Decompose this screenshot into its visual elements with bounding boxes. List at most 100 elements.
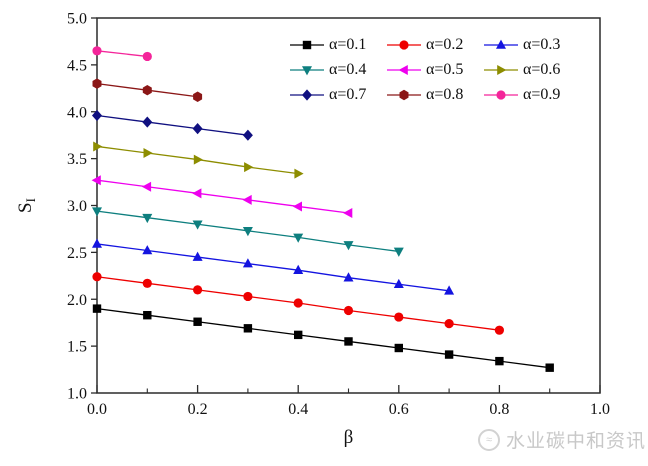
data-point-marker [399, 89, 409, 100]
data-point-marker [242, 258, 253, 268]
data-point-marker [92, 304, 102, 313]
data-point-marker [393, 278, 404, 289]
legend-marker-circle-icon [484, 89, 518, 100]
legend-item: α=0.3 [483, 36, 580, 54]
y-tick-label: 2.5 [67, 245, 87, 262]
legend-marker-triangle-right-icon [484, 64, 518, 75]
data-point-marker [444, 285, 455, 295]
data-point-marker [142, 245, 153, 255]
y-axis-label-subscript: I [23, 198, 38, 202]
data-point-marker [292, 201, 302, 212]
series-line [96, 307, 550, 369]
data-point-marker [141, 181, 152, 192]
data-point-marker [242, 129, 253, 141]
x-tick-label: 0.8 [489, 401, 509, 418]
series-line [96, 243, 450, 292]
data-point-marker [294, 330, 303, 340]
data-point-marker [142, 84, 152, 96]
legend-item: α=0.5 [386, 61, 483, 79]
data-point-marker [92, 238, 102, 248]
data-point-marker [496, 39, 506, 49]
data-point-marker [143, 310, 152, 320]
data-point-marker [193, 285, 203, 295]
legend-item: α=0.6 [483, 61, 580, 79]
y-tick-label: 4.5 [67, 57, 87, 74]
data-point-marker [142, 213, 153, 224]
legend-item: α=0.4 [289, 61, 386, 79]
data-point-marker [192, 251, 203, 261]
data-point-marker [193, 317, 202, 326]
series-2 [92, 272, 504, 335]
y-axis-label-base: S [15, 202, 36, 213]
chart-legend: α=0.1 α=0.2 α=0.3 α=0.4 α=0.5 α=0.6 α=0.7 α=0.8… [289, 32, 580, 107]
data-point-marker [92, 46, 102, 56]
data-point-marker [193, 154, 203, 165]
series-line [96, 50, 148, 58]
data-point-marker [398, 64, 408, 75]
data-point-marker [394, 343, 403, 353]
data-point-marker [293, 298, 303, 308]
y-tick-label: 2.0 [67, 292, 87, 309]
legend-marker-hexagon-icon [387, 89, 421, 100]
data-point-marker [343, 208, 353, 218]
data-point-marker [495, 356, 504, 366]
data-point-marker [244, 162, 254, 173]
legend-marker-diamond-icon [290, 88, 324, 101]
legend-label: α=0.1 [329, 35, 367, 53]
data-point-marker [92, 109, 102, 122]
legend-label: α=0.4 [329, 60, 367, 78]
data-point-marker [444, 350, 454, 359]
data-point-marker [142, 51, 152, 62]
legend-item: α=0.9 [483, 86, 580, 104]
data-point-marker [343, 272, 354, 282]
data-point-marker [293, 233, 304, 243]
data-point-marker [494, 325, 504, 335]
data-point-marker [92, 272, 102, 282]
x-tick-label: 0.0 [87, 401, 107, 418]
legend-label: α=0.9 [523, 85, 561, 103]
series-9 [92, 46, 152, 62]
x-axis-label: β [344, 427, 354, 448]
watermark-text: 水业碳中和资讯 [506, 431, 647, 452]
x-tick-label: 0.4 [288, 401, 308, 418]
legend-item: α=0.8 [386, 86, 483, 104]
series-5 [91, 175, 353, 218]
legend-label: α=0.8 [426, 85, 464, 103]
data-point-marker [142, 278, 152, 288]
data-point-marker [394, 312, 404, 322]
series-6 [93, 141, 304, 179]
data-point-marker [444, 319, 454, 329]
y-tick-label: 1.0 [67, 386, 87, 403]
data-point-marker [91, 175, 101, 186]
data-point-marker [242, 227, 253, 237]
legend-marker-square-icon [290, 40, 324, 49]
data-point-marker [302, 40, 312, 49]
legend-item: α=0.2 [386, 36, 483, 54]
data-point-marker [193, 91, 203, 102]
data-point-marker [242, 194, 252, 205]
legend-marker-circle-icon [387, 39, 421, 50]
data-point-marker [545, 363, 554, 372]
data-point-marker [293, 264, 304, 274]
y-axis-label: SI [15, 198, 38, 213]
series-line [96, 114, 248, 136]
data-point-marker [302, 88, 312, 101]
data-point-marker [192, 123, 203, 135]
y-tick-label: 4.0 [67, 104, 87, 121]
y-tick-label: 3.0 [67, 198, 87, 215]
data-point-marker [92, 207, 102, 217]
legend-label: α=0.7 [329, 85, 367, 103]
legend-marker-triangle-left-icon [387, 64, 421, 75]
data-point-marker [243, 291, 253, 302]
legend-label: α=0.5 [426, 60, 464, 78]
y-tick-label: 3.5 [67, 151, 87, 168]
y-tick-label: 1.5 [67, 339, 87, 356]
legend-label: α=0.6 [523, 60, 561, 78]
data-point-marker [343, 305, 354, 316]
legend-marker-triangle-down-icon [290, 65, 324, 75]
series-7 [92, 109, 253, 141]
x-tick-label: 0.2 [188, 401, 208, 418]
data-point-marker [302, 65, 312, 75]
data-point-marker [393, 247, 404, 257]
